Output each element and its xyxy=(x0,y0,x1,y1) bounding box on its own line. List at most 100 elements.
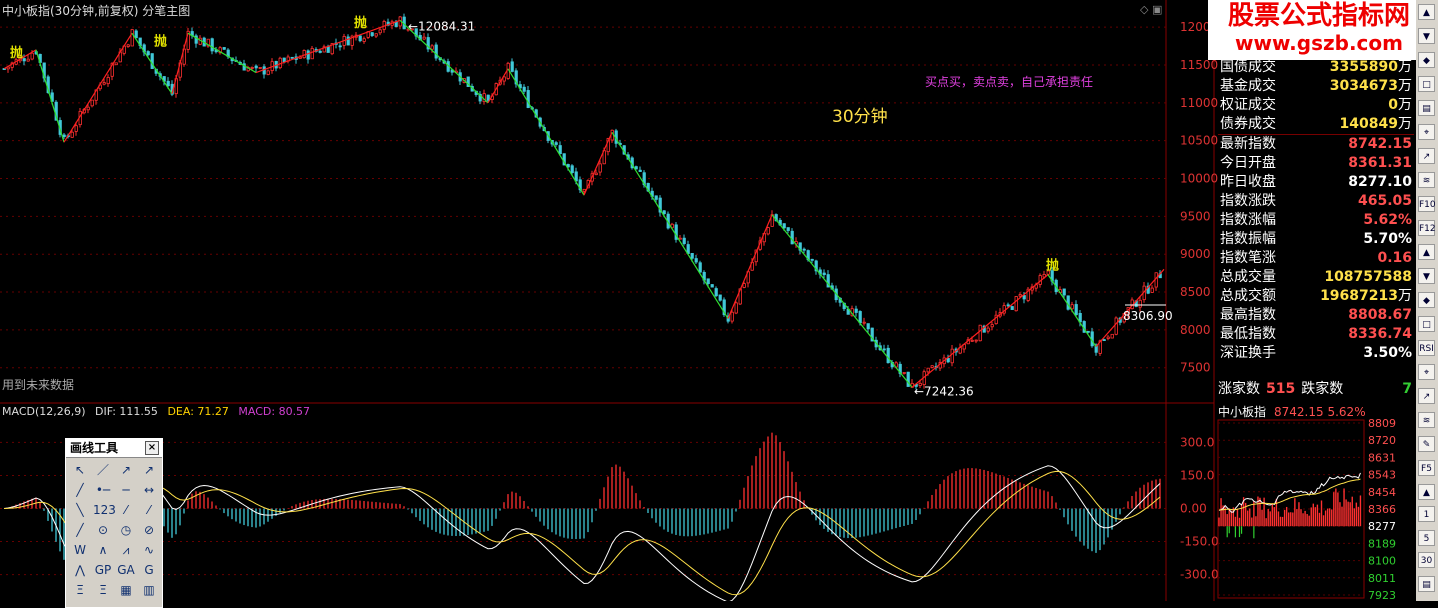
toolbar-button[interactable]: ▲ xyxy=(1418,4,1435,20)
draw-tool-icon[interactable]: ╱ xyxy=(76,483,84,497)
drawing-tools-panel[interactable]: 画线工具 × ↖ ／ ↗ ↗ ╱ •─ ─ ↔ ╲ 123 ⁄ ⁄ ╱ ⊙ ◷ ⊘ W ∧ ⩘ ∿ ⋀ GP GA G Ξ Ξ ▦ ▥ xyxy=(65,438,163,608)
draw-tool-icon[interactable]: ⁄ xyxy=(124,503,127,517)
watermark: 股票公式指标网 www.gszb.com xyxy=(1208,0,1430,60)
candle-body xyxy=(486,94,490,101)
candle-body xyxy=(194,35,198,44)
draw-tool-icon[interactable]: ⋀ xyxy=(75,563,85,577)
price-tick-label: 10000 xyxy=(1180,172,1218,186)
price-tick-label: 8000 xyxy=(1180,323,1211,337)
candle-body xyxy=(858,311,862,324)
candle-body xyxy=(282,57,286,63)
draw-tool-icon[interactable]: ▥ xyxy=(143,583,155,597)
mini-tick-label: 8454 xyxy=(1368,486,1396,499)
draw-tool-icon[interactable]: GP xyxy=(94,563,112,577)
draw-tool-icon[interactable]: ↔ xyxy=(143,483,155,497)
candle-body xyxy=(730,311,734,322)
mini-tick-label: 8720 xyxy=(1368,434,1396,447)
candle-body xyxy=(110,62,114,77)
toolbar-button[interactable]: ▤ xyxy=(1418,576,1435,592)
stat-value: 0.16 xyxy=(1377,250,1412,266)
toolbar-button[interactable]: ↗ xyxy=(1418,388,1435,404)
toolbar-button[interactable]: ▼ xyxy=(1418,268,1435,284)
draw-tool-icon[interactable]: Ξ xyxy=(76,583,84,597)
draw-tool-icon[interactable]: ⩘ xyxy=(122,543,130,557)
draw-tool-icon[interactable]: ╱ xyxy=(76,523,84,537)
window-controls[interactable]: ◇ ▣ xyxy=(1140,3,1163,16)
draw-tool-icon[interactable]: •─ xyxy=(95,483,111,497)
candle-body xyxy=(266,70,270,75)
candle-body xyxy=(1070,304,1074,310)
toolbar-button[interactable]: □ xyxy=(1418,316,1435,332)
draw-tool-icon[interactable]: G xyxy=(144,563,154,577)
toolbar-button[interactable]: F12 xyxy=(1418,220,1436,236)
draw-tool-icon[interactable]: ↖ xyxy=(74,463,86,477)
period-label: 30分钟 xyxy=(832,107,888,127)
candle-body xyxy=(658,197,662,213)
stat-value: 8361.31 xyxy=(1348,155,1412,171)
draw-tool-icon[interactable]: ⁄ xyxy=(147,503,150,517)
candle-body xyxy=(766,227,770,235)
stat-row: 国债成交 3355890万 xyxy=(1218,58,1414,77)
toolbar-button[interactable]: 1 xyxy=(1418,506,1435,522)
candle-body xyxy=(86,106,90,111)
zigzag-segment xyxy=(63,32,133,143)
stat-label: 今日开盘 xyxy=(1220,155,1276,171)
toolbar-button[interactable]: 30 xyxy=(1418,552,1435,568)
draw-tool-icon[interactable]: ◷ xyxy=(120,523,132,537)
candle-body xyxy=(970,339,974,342)
toolbar-button[interactable]: ⌖ xyxy=(1418,124,1435,140)
mini-chart-pct: 5.62% xyxy=(1327,405,1366,419)
market-stats-panel: 国债成交 3355890万 基金成交 3034673万 权证成交 0万 债券成交 140849… xyxy=(1218,58,1414,363)
zigzag-segment xyxy=(1047,274,1097,347)
toolbar-button[interactable]: ◆ xyxy=(1418,292,1435,308)
toolbar-button[interactable]: ▼ xyxy=(1418,28,1435,44)
draw-tool-icon[interactable]: ╲ xyxy=(76,503,84,517)
draw-tool-icon[interactable]: ∿ xyxy=(143,543,155,557)
toolbar-button[interactable]: ≋ xyxy=(1418,172,1435,188)
draw-tool-icon[interactable]: ↗ xyxy=(120,463,132,477)
candle-body xyxy=(522,86,526,92)
toolbar-button[interactable]: ▲ xyxy=(1418,484,1435,500)
candle-body xyxy=(302,50,306,59)
draw-tool-icon[interactable]: ▦ xyxy=(120,583,132,597)
candle-body xyxy=(866,323,870,330)
candle-body xyxy=(74,125,78,132)
candle-body xyxy=(478,93,482,102)
draw-tool-icon[interactable]: GA xyxy=(117,563,135,577)
stat-value: 8808.67 xyxy=(1348,307,1412,323)
toolbar-button[interactable]: ▤ xyxy=(1418,100,1435,116)
draw-tool-icon[interactable]: ⊙ xyxy=(97,523,109,537)
draw-tool-icon[interactable]: ↗ xyxy=(143,463,155,477)
candle-body xyxy=(978,324,982,342)
toolbar-button[interactable]: 5 xyxy=(1418,530,1435,546)
toolbar-button[interactable]: ✎ xyxy=(1418,436,1435,452)
toolbar-button[interactable]: ⌖ xyxy=(1418,364,1435,380)
stat-row: 今日开盘 8361.31 xyxy=(1218,154,1414,173)
toolbar-button[interactable]: F10 xyxy=(1418,196,1436,212)
stat-row: 指数振幅 5.70% xyxy=(1218,230,1414,249)
toolbar-button[interactable]: □ xyxy=(1418,76,1435,92)
macd-name: MACD(12,26,9) xyxy=(2,405,86,418)
candle-body xyxy=(322,46,326,53)
toolbar-button[interactable]: ↗ xyxy=(1418,148,1435,164)
draw-tool-icon[interactable]: ／ xyxy=(96,463,109,477)
close-icon[interactable]: × xyxy=(145,441,159,455)
draw-tool-icon[interactable]: W xyxy=(74,543,86,557)
draw-tool-icon[interactable]: ⊘ xyxy=(143,523,155,537)
mini-chart-name: 中小板指 xyxy=(1218,405,1267,419)
draw-tool-icon[interactable]: ─ xyxy=(122,483,130,497)
toolbar-button[interactable]: F5 xyxy=(1418,460,1435,476)
toolbar-button[interactable]: RSI xyxy=(1418,340,1435,356)
candle-body xyxy=(22,58,26,62)
draw-tool-icon[interactable]: ∧ xyxy=(98,543,108,557)
toolbar-button[interactable]: ≋ xyxy=(1418,412,1435,428)
toolbar-button[interactable]: ▲ xyxy=(1418,244,1435,260)
toolbar-button[interactable]: ◆ xyxy=(1418,52,1435,68)
draw-tool-icon[interactable]: 123 xyxy=(93,503,116,517)
candle-body xyxy=(6,66,10,70)
draw-tool-icon[interactable]: Ξ xyxy=(99,583,107,597)
stat-value: 0万 xyxy=(1388,97,1412,113)
up-count-value: 515 xyxy=(1266,381,1296,397)
